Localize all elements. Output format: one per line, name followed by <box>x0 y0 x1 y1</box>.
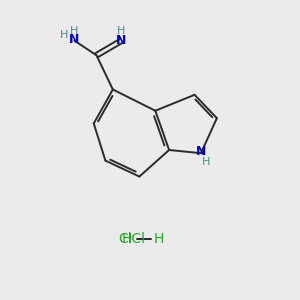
Text: H: H <box>117 26 126 36</box>
Text: H: H <box>60 30 68 40</box>
Text: H: H <box>153 232 164 246</box>
Text: N: N <box>69 33 80 46</box>
Text: N: N <box>116 34 127 47</box>
Text: Cl: Cl <box>118 232 131 246</box>
Text: H: H <box>202 157 211 166</box>
Text: H: H <box>70 26 78 36</box>
Text: HCl: HCl <box>122 232 146 246</box>
Text: N: N <box>196 145 207 158</box>
